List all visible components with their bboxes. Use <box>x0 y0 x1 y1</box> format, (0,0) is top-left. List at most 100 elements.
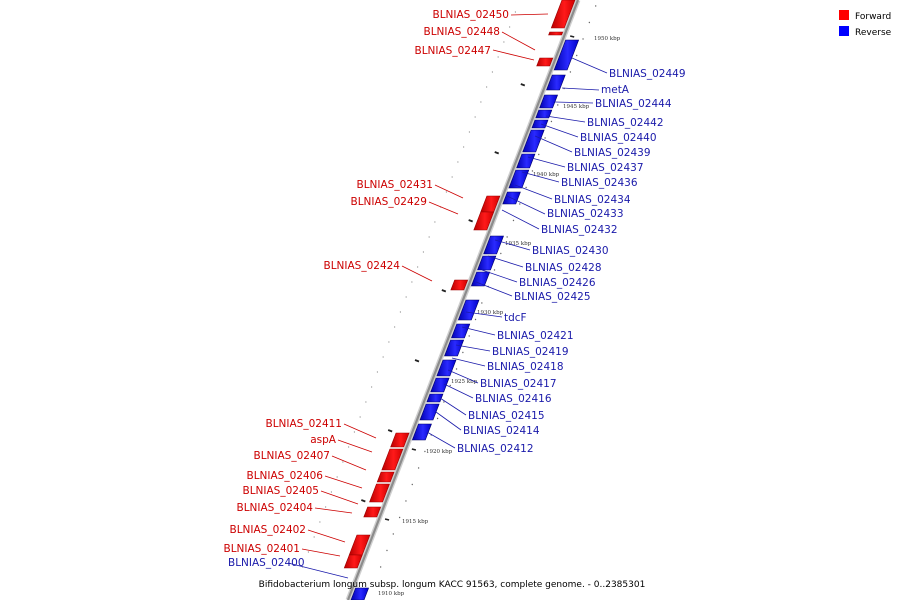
gene-block[interactable] <box>419 403 440 421</box>
gene-label-reverse[interactable]: BLNIAS_02419 <box>492 346 569 358</box>
gene-block[interactable] <box>473 211 495 231</box>
gene-label-reverse[interactable]: BLNIAS_02415 <box>468 410 545 422</box>
ring-dot <box>506 236 508 238</box>
tick-label: 1915 kbp <box>402 519 429 525</box>
ring-dot <box>468 335 470 337</box>
gene-label-reverse[interactable]: BLNIAS_02426 <box>519 277 596 289</box>
gene-label-reverse[interactable]: BLNIAS_02421 <box>497 330 574 342</box>
gene-label-reverse[interactable]: BLNIAS_02433 <box>547 208 624 220</box>
gene-label-reverse[interactable]: metA <box>601 84 630 96</box>
ring-dot <box>379 566 382 568</box>
gene-label-reverse[interactable]: BLNIAS_02437 <box>567 162 644 174</box>
gene-label-reverse[interactable]: BLNIAS_02432 <box>541 224 618 236</box>
leader-line <box>455 344 491 352</box>
gene-block[interactable] <box>411 423 432 441</box>
gene-label-reverse[interactable]: BLNIAS_02400 <box>228 557 305 569</box>
leader-line <box>481 269 518 283</box>
leader-line <box>324 475 363 489</box>
gene-block[interactable] <box>390 432 410 448</box>
gene-label-reverse[interactable]: BLNIAS_02430 <box>532 245 609 257</box>
tick-label: 1950 kbp <box>594 36 621 42</box>
leader-line <box>401 265 433 282</box>
gene-label-forward[interactable]: BLNIAS_02448 <box>423 26 500 38</box>
leader-line <box>521 171 560 183</box>
gene-label-reverse[interactable]: BLNIAS_02440 <box>580 132 657 144</box>
gene-label-reverse[interactable]: BLNIAS_02449 <box>609 68 686 80</box>
gene-block[interactable] <box>457 299 480 321</box>
gene-label-forward[interactable]: BLNIAS_02424 <box>323 260 400 272</box>
gene-block[interactable] <box>470 271 491 287</box>
gene-label-reverse[interactable]: BLNIAS_02436 <box>561 177 638 189</box>
gene-block[interactable] <box>350 587 370 600</box>
gene-block[interactable] <box>381 448 404 471</box>
gene-block[interactable] <box>343 554 363 569</box>
gene-label-forward[interactable]: BLNIAS_02447 <box>414 45 491 57</box>
tick-label: 1945 kbp <box>563 104 590 110</box>
gene-label-forward[interactable]: BLNIAS_02450 <box>432 9 509 21</box>
gene-label-reverse[interactable]: tdcF <box>504 312 527 324</box>
ring-dot <box>588 21 591 24</box>
leader-line <box>492 49 535 61</box>
ring-dot <box>342 461 344 463</box>
ring-dot <box>359 416 361 418</box>
leader-line <box>435 411 462 431</box>
gene-block[interactable] <box>553 39 580 71</box>
gene-label-forward[interactable]: BLNIAS_02401 <box>223 543 300 555</box>
gene-label-reverse[interactable]: BLNIAS_02412 <box>457 443 534 455</box>
gene-label-forward[interactable]: BLNIAS_02406 <box>246 470 323 482</box>
gene-block[interactable] <box>531 119 549 129</box>
leader-line <box>465 311 503 318</box>
gene-block[interactable] <box>450 279 469 291</box>
leader-line <box>426 431 456 449</box>
gene-label-reverse[interactable]: BLNIAS_02428 <box>525 262 602 274</box>
ring-dot <box>422 251 424 253</box>
gene-label-forward[interactable]: BLNIAS_02402 <box>229 524 306 536</box>
gene-label-forward[interactable]: BLNIAS_02411 <box>265 418 342 430</box>
gene-block[interactable] <box>483 235 504 255</box>
leader-line <box>571 57 608 74</box>
gene-label-reverse[interactable]: BLNIAS_02418 <box>487 361 564 373</box>
gene-block[interactable] <box>546 74 566 91</box>
gene-label-forward[interactable]: BLNIAS_02405 <box>242 485 319 497</box>
gene-block[interactable] <box>522 129 545 153</box>
ring-dot <box>376 371 378 373</box>
gene-block[interactable] <box>376 471 395 483</box>
gene-block[interactable] <box>477 255 497 271</box>
gene-label-reverse[interactable]: BLNIAS_02414 <box>463 425 540 437</box>
ring-dot <box>405 500 407 502</box>
gene-block[interactable] <box>539 94 559 109</box>
gene-label-forward[interactable]: BLNIAS_02431 <box>356 179 433 191</box>
gene-block[interactable] <box>548 31 564 36</box>
gene-block[interactable] <box>444 339 465 357</box>
gene-label-forward[interactable]: BLNIAS_02404 <box>236 502 313 514</box>
legend-label-reverse: Reverse <box>855 28 892 38</box>
ring-dot <box>424 450 426 453</box>
leader-line <box>501 31 536 51</box>
gene-label-forward[interactable]: aspA <box>310 434 337 446</box>
gene-label-reverse[interactable]: BLNIAS_02444 <box>595 98 672 110</box>
gene-label-reverse[interactable]: BLNIAS_02417 <box>480 378 557 390</box>
gene-label-reverse[interactable]: BLNIAS_02425 <box>514 291 591 303</box>
ring-dot <box>493 269 496 271</box>
gene-block[interactable] <box>369 483 390 503</box>
leader-line <box>487 255 524 268</box>
gc-mark <box>520 83 526 87</box>
gene-label-forward[interactable]: BLNIAS_02429 <box>350 196 427 208</box>
gene-label-reverse[interactable]: BLNIAS_02416 <box>475 393 552 405</box>
ring-dot <box>514 11 517 13</box>
ring-dot <box>457 161 459 163</box>
gene-block[interactable] <box>426 393 444 403</box>
gene-label-reverse[interactable]: BLNIAS_02434 <box>554 194 631 206</box>
gene-block[interactable] <box>430 377 450 393</box>
leader-line <box>475 281 513 297</box>
gene-block[interactable] <box>550 0 576 29</box>
forward-labels: BLNIAS_02450 BLNIAS_02448 BLNIAS_02447 B… <box>223 9 509 555</box>
gene-block[interactable] <box>363 506 382 518</box>
gene-label-reverse[interactable]: BLNIAS_02439 <box>574 147 651 159</box>
gene-block[interactable] <box>436 359 457 377</box>
gene-label-reverse[interactable]: BLNIAS_02442 <box>587 117 664 129</box>
ring-dot <box>509 26 511 28</box>
gene-block[interactable] <box>536 57 554 67</box>
ring-dot <box>325 506 327 508</box>
gene-label-forward[interactable]: BLNIAS_02407 <box>253 450 330 462</box>
